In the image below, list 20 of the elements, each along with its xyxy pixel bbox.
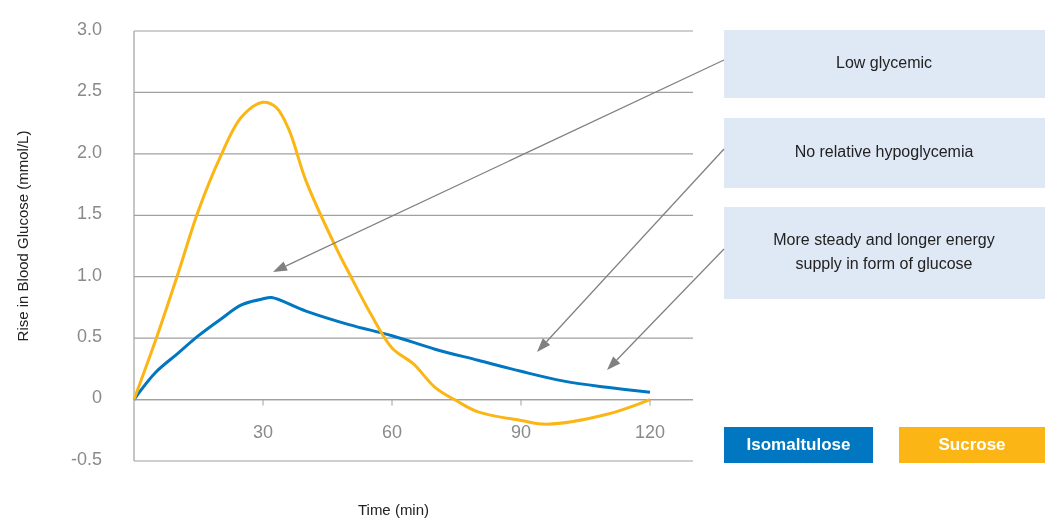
y-tick-label: 2.0 bbox=[76, 141, 102, 162]
y-tick-label: 1.0 bbox=[76, 264, 102, 285]
text: No relative hypoglycemia bbox=[794, 143, 974, 161]
x-tick-label: 30 bbox=[252, 421, 274, 442]
text: More steady and longer energy supply in form of glucose bbox=[773, 231, 995, 273]
x-tick-label: 90 bbox=[510, 421, 532, 442]
y-axis-title: Rise in Blood Glucose (mmol/L) bbox=[14, 130, 31, 342]
x-tick-label: 60 bbox=[381, 421, 403, 442]
x-tick-label: 120 bbox=[634, 421, 666, 442]
text: Low glycemic bbox=[835, 54, 933, 72]
x-axis-title: Time (min) bbox=[357, 501, 430, 518]
y-tick-label: 0 bbox=[91, 387, 102, 408]
text: Isomaltulose bbox=[746, 435, 851, 455]
y-tick-label: 1.5 bbox=[76, 203, 102, 224]
y-tick-label: 3.0 bbox=[76, 18, 102, 39]
line-series bbox=[132, 100, 652, 426]
y-tick-label: 2.5 bbox=[76, 80, 102, 101]
text: Sucrose bbox=[938, 435, 1006, 455]
y-tick-label: -0.5 bbox=[70, 448, 102, 469]
y-tick-label: 0.5 bbox=[76, 325, 102, 346]
